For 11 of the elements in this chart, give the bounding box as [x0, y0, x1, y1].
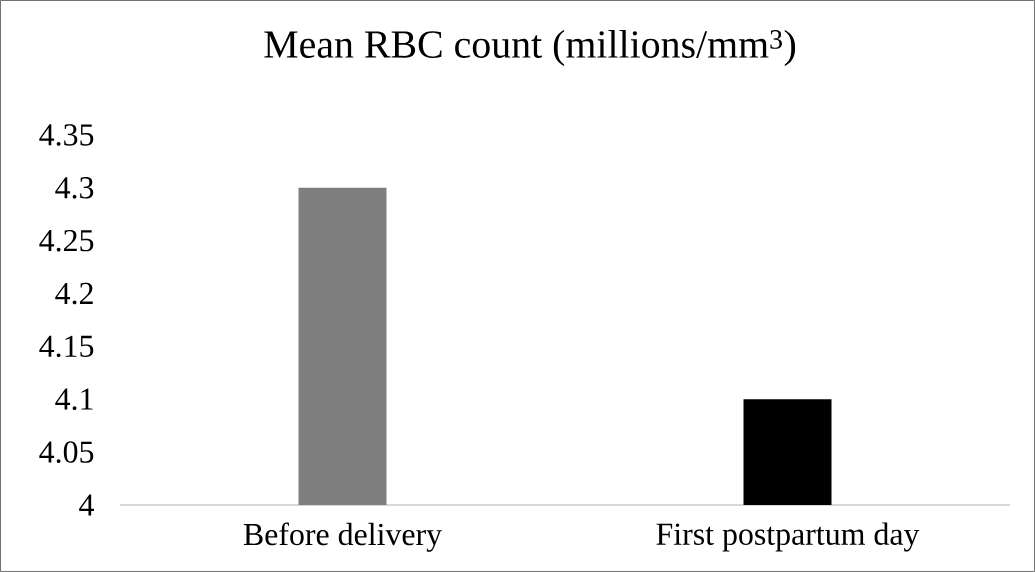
x-tick-label: First postpartum day	[656, 522, 920, 552]
y-tick-label: 4.2	[55, 282, 93, 305]
chart-title: Mean RBC count (millions/mm$^{3}$)	[264, 29, 796, 67]
y-tick-label: 4.25	[39, 229, 94, 252]
y-tick-label: 4.1	[55, 388, 93, 411]
x-tick-label: Before delivery	[243, 522, 442, 552]
y-tick-label: 4.35	[39, 124, 94, 146]
y-tick-label: 4	[79, 494, 94, 516]
y-tick-label: 4.05	[39, 441, 94, 463]
y-tick-label: 4.3	[55, 177, 94, 199]
y-tick-label: 4.15	[39, 335, 94, 358]
